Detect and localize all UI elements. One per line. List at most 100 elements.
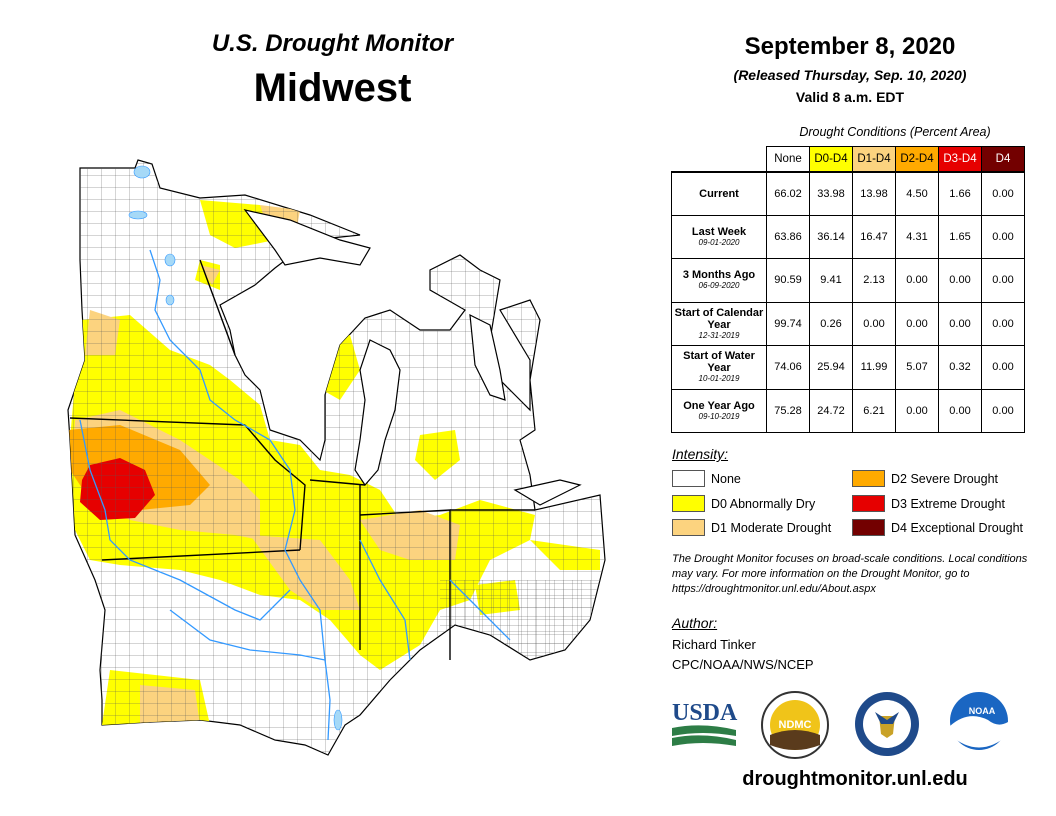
table-cell: 25.94 — [809, 345, 853, 390]
table-cell: 13.98 — [852, 170, 896, 216]
noaa-logo-text: NOAA — [969, 706, 996, 716]
table-cell: 0.00 — [895, 258, 939, 303]
table-cell: 0.00 — [938, 301, 982, 346]
table-header-row: None D0-D4 D1-D4 D2-D4 D3-D4 D4 — [672, 146, 1025, 172]
legend-swatch — [672, 495, 705, 512]
lake-erie — [513, 479, 582, 506]
table-row: Last Week 09-01-2020 63.86 36.14 16.47 4.31 1.… — [671, 214, 1025, 259]
table-corner — [672, 147, 767, 172]
map-date: September 8, 2020 — [744, 33, 956, 60]
table-cell: 24.72 — [809, 388, 853, 433]
table-cell: 66.02 — [766, 170, 810, 216]
ndmc-logo: NDMC — [761, 691, 829, 759]
row-label: One Year Ago 09-10-2019 — [671, 388, 767, 433]
col-header-d1-d4: D1-D4 — [852, 146, 896, 172]
row-label-text: Start of Water Year — [683, 350, 755, 375]
table-cell: 6.21 — [852, 388, 896, 433]
lake-superior — [243, 209, 371, 266]
col-header-none: None — [766, 146, 810, 172]
table-cell: 90.59 — [766, 258, 810, 303]
legend-title: Intensity: — [672, 446, 729, 462]
table-row: Start of Calendar Year 12-31-2019 99.74 0.2… — [671, 301, 1025, 346]
inland-lakes — [128, 165, 343, 731]
conditions-caption: Drought Conditions (Percent Area) — [799, 125, 991, 139]
legend-item-d0: D0 Abnormally Dry — [672, 495, 815, 512]
table-cell: 99.74 — [766, 301, 810, 346]
table-cell: 74.06 — [766, 345, 810, 390]
row-label: Start of Calendar Year 12-31-2019 — [671, 301, 767, 346]
legend-swatch — [672, 470, 705, 487]
release-date: (Released Thursday, Sep. 10, 2020) — [733, 67, 967, 83]
legend-label: D1 Moderate Drought — [711, 520, 832, 535]
table-cell: 0.00 — [981, 258, 1025, 303]
legend-item-d3: D3 Extreme Drought — [852, 495, 1005, 512]
legend-label: D3 Extreme Drought — [891, 496, 1005, 511]
table-cell: 0.00 — [895, 301, 939, 346]
table-cell: 33.98 — [809, 170, 853, 216]
row-label: Last Week 09-01-2020 — [671, 214, 767, 259]
table-cell: 0.00 — [938, 258, 982, 303]
table-cell: 0.00 — [981, 345, 1025, 390]
table-cell: 0.00 — [895, 388, 939, 433]
author-organization: CPC/NOAA/NWS/NCEP — [672, 657, 814, 672]
col-header-d2-d4: D2-D4 — [895, 146, 939, 172]
lake-michigan — [354, 339, 401, 486]
table-row: Current 66.02 33.98 13.98 4.50 1.66 0.00 — [671, 170, 1025, 216]
row-label-text: Start of Calendar Year — [674, 306, 764, 331]
row-label: Current — [671, 170, 767, 216]
table-cell: 5.07 — [895, 345, 939, 390]
table-cell: 4.31 — [895, 214, 939, 259]
legend-label: D0 Abnormally Dry — [711, 496, 816, 511]
ndmc-logo-text: NDMC — [779, 719, 812, 731]
legend-item-none: None — [672, 470, 741, 487]
row-label-date: 06-09-2020 — [698, 281, 740, 291]
table-cell: 9.41 — [809, 258, 853, 303]
usda-logo-text: USDA — [672, 700, 738, 726]
author-name: Richard Tinker — [672, 637, 756, 652]
legend-item-d2: D2 Severe Drought — [852, 470, 998, 487]
author-heading: Author: — [672, 615, 718, 631]
row-label-date: 09-10-2019 — [698, 411, 740, 421]
table-cell: 0.00 — [981, 170, 1025, 216]
col-header-d4: D4 — [981, 146, 1025, 172]
table-cell: 63.86 — [766, 214, 810, 259]
website-url[interactable]: droughtmonitor.unl.edu — [742, 768, 968, 790]
table-cell: 0.26 — [809, 301, 853, 346]
legend-label: D4 Exceptional Drought — [891, 520, 1024, 535]
noaa-logo: NOAA — [950, 692, 1008, 750]
row-label: 3 Months Ago 06-09-2020 — [671, 258, 767, 303]
table-cell: 2.13 — [852, 258, 896, 303]
table-cell: 0.00 — [981, 301, 1025, 346]
commerce-seal-logo — [855, 692, 919, 756]
table-cell: 11.99 — [852, 345, 896, 390]
col-header-d3-d4: D3-D4 — [938, 146, 982, 172]
table-row: 3 Months Ago 06-09-2020 90.59 9.41 2.13 0.00 0… — [671, 258, 1025, 303]
table-cell: 1.66 — [938, 170, 982, 216]
lake-huron — [469, 313, 506, 401]
drought-map — [67, 159, 606, 756]
table-cell: 0.32 — [938, 345, 982, 390]
legend-label: D2 Severe Drought — [891, 471, 999, 486]
table-cell: 0.00 — [981, 388, 1025, 433]
row-label-date: 12-31-2019 — [698, 330, 740, 340]
row-label-text: One Year Ago — [683, 399, 755, 412]
valid-time: Valid 8 a.m. EDT — [795, 89, 905, 105]
great-lakes — [243, 209, 582, 506]
table-cell: 1.65 — [938, 214, 982, 259]
legend-item-d4: D4 Exceptional Drought — [852, 519, 1023, 536]
row-label-text: Last Week — [691, 225, 747, 238]
row-label-date: 10-01-2019 — [698, 374, 740, 384]
rivers — [79, 249, 511, 741]
table-cell: 36.14 — [809, 214, 853, 259]
row-label: Start of Water Year 10-01-2019 — [671, 345, 767, 390]
usda-logo: USDA — [672, 700, 738, 746]
conditions-table: None D0-D4 D1-D4 D2-D4 D3-D4 D4 Current 6… — [671, 146, 1025, 433]
map-title: Midwest — [253, 66, 412, 110]
county-grid — [68, 160, 605, 755]
table-cell: 4.50 — [895, 170, 939, 216]
legend-item-d1: D1 Moderate Drought — [672, 519, 831, 536]
county-grid-east — [440, 580, 605, 755]
legend-swatch — [852, 470, 885, 487]
col-header-d0-d4: D0-D4 — [809, 146, 853, 172]
legend-label: None — [711, 471, 741, 486]
